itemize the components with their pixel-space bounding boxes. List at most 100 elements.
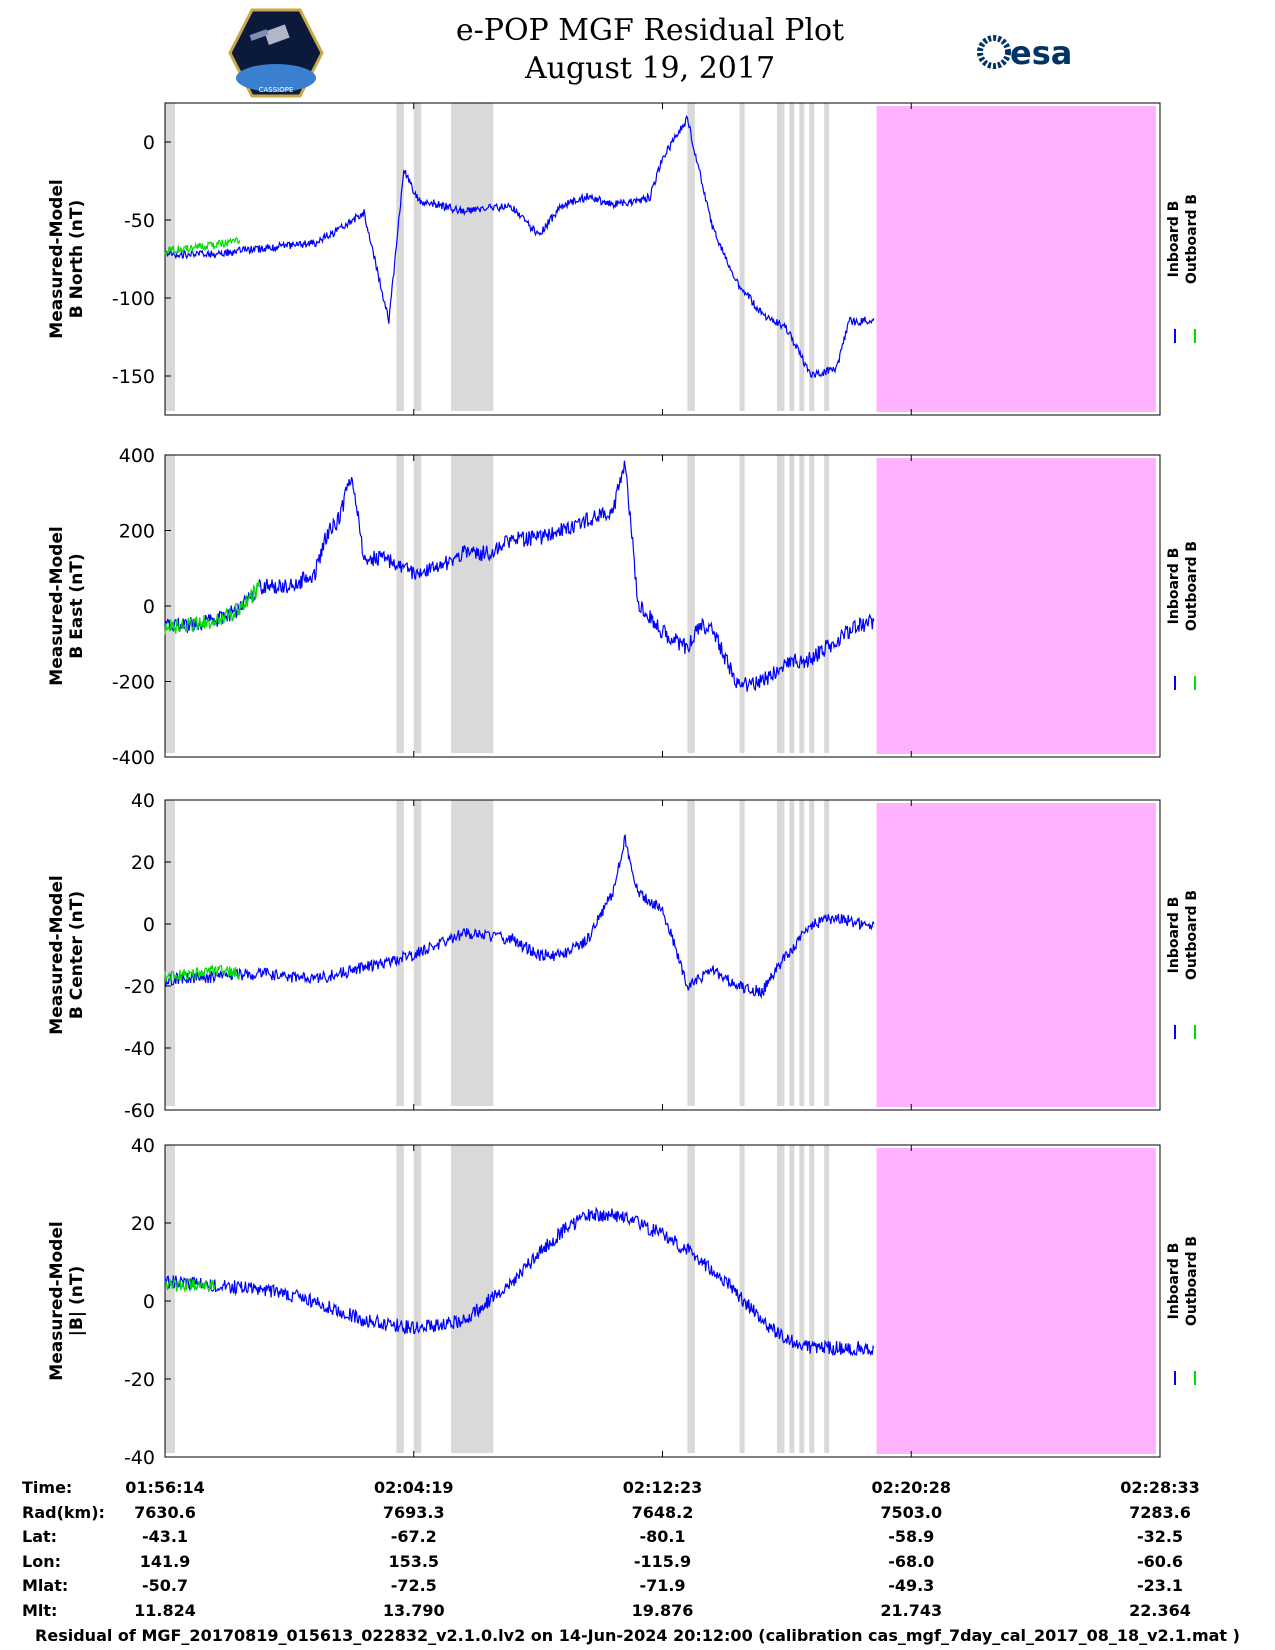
ephemeris-value: 7648.2 — [631, 1502, 694, 1522]
y-tick-label: 0 — [143, 1291, 155, 1313]
data-gap-shade — [165, 800, 175, 1106]
ephemeris-value: 7503.0 — [880, 1502, 943, 1522]
ephemeris-value: 02:04:19 — [373, 1478, 454, 1497]
data-gap-shade — [789, 103, 795, 411]
panel-2: 400 200 0 -200 -400 Measured-ModelB East (nT)… — [47, 445, 1200, 769]
y-axis-label: Measured-ModelB North (nT) — [47, 179, 87, 338]
plot-title-block: e-POP MGF Residual Plot August 19, 2017 — [400, 12, 900, 88]
legend: Inboard B Outboard B — [1166, 1236, 1200, 1326]
legend-inboard: Inboard B — [1166, 201, 1182, 278]
legend: Inboard B Outboard B — [1166, 541, 1200, 631]
data-gap-shade — [413, 1145, 422, 1453]
series-outboard-line — [164, 964, 241, 983]
data-gap-shade — [824, 1145, 830, 1453]
ephemeris-value: 7630.6 — [134, 1502, 196, 1522]
data-gap-shade — [824, 103, 830, 411]
data-gap-shade — [165, 1145, 175, 1453]
series-inboard-line — [164, 114, 875, 378]
data-gap-shade — [799, 1145, 805, 1453]
data-gap-shade — [451, 103, 494, 411]
ephemeris-value: 7283.6 — [1129, 1502, 1191, 1522]
data-gap-shade — [789, 1145, 795, 1453]
y-tick-label: -400 — [112, 747, 155, 769]
legend: Inboard B Outboard B — [1166, 890, 1200, 980]
ephemeris-value: 02:12:23 — [622, 1478, 703, 1497]
ephemeris-value: 02:28:33 — [1120, 1478, 1200, 1497]
ephemeris-value: -32.5 — [1136, 1527, 1184, 1546]
no-data-region — [876, 106, 1156, 412]
y-tick-label: 40 — [131, 790, 155, 812]
legend-outboard: Outboard B — [1184, 1236, 1200, 1326]
series-outboard-line — [164, 236, 241, 255]
data-gap-shade — [396, 103, 404, 411]
y-tick-label: -20 — [124, 1369, 155, 1391]
data-gap-shade — [789, 455, 795, 753]
ephemeris-row-label: Lon: — [22, 1551, 61, 1571]
data-gap-shade — [809, 455, 815, 753]
data-gap-shade — [396, 800, 404, 1106]
ephemeris-value: 01:56:14 — [125, 1478, 205, 1497]
series-outboard-line — [164, 1277, 216, 1294]
data-gap-shade — [687, 1145, 695, 1453]
ephemeris-value: 13.790 — [382, 1600, 445, 1620]
y-tick-label: -200 — [112, 672, 155, 694]
ephemeris-value: 19.876 — [631, 1600, 694, 1620]
ephemeris-row-label: Lat: — [22, 1527, 58, 1546]
cassiope-logo: CASSIOPE — [228, 8, 324, 98]
y-tick-label: -40 — [124, 1038, 155, 1060]
y-tick-label: -60 — [124, 1100, 155, 1122]
series-inboard-line — [164, 460, 875, 692]
data-gap-shade — [687, 455, 695, 753]
data-gap-shade — [809, 1145, 815, 1453]
y-tick-label: 20 — [131, 852, 155, 874]
series-outboard-line — [164, 581, 261, 635]
data-gap-shade — [809, 103, 815, 411]
esa-logo: esa — [977, 34, 1072, 72]
ephemeris-value: -58.9 — [888, 1527, 935, 1546]
series-inboard-line — [164, 1206, 875, 1357]
footer-caption: Residual of MGF_20170819_015613_022832_v… — [35, 1626, 1240, 1645]
data-gap-shade — [799, 455, 805, 753]
ephemeris-value: -60.6 — [1136, 1551, 1184, 1571]
data-gap-shade — [824, 455, 830, 753]
legend-outboard: Outboard B — [1184, 541, 1200, 631]
data-gap-shade — [687, 800, 695, 1106]
y-tick-label: -20 — [124, 976, 155, 998]
data-gap-shade — [776, 455, 785, 753]
plot-date: August 19, 2017 — [524, 51, 776, 86]
data-gap-shade — [165, 455, 175, 753]
ephemeris-value: 7693.3 — [382, 1502, 445, 1522]
data-gap-shade — [413, 103, 422, 411]
y-tick-label: 0 — [143, 596, 155, 618]
ephemeris-value: -72.5 — [390, 1576, 437, 1595]
ephemeris-value: -49.3 — [888, 1576, 935, 1595]
data-gap-shade — [776, 800, 785, 1106]
plot-title: e-POP MGF Residual Plot — [455, 13, 845, 48]
ephemeris-value: -43.1 — [141, 1527, 189, 1546]
cassiope-logo-caption: CASSIOPE — [259, 86, 294, 94]
data-gap-shade — [799, 800, 805, 1106]
data-gap-shade — [451, 800, 494, 1106]
data-gap-shade — [739, 103, 745, 411]
panel-4: 40 20 0 -20 -40 Measured-Model|B| (nT) Inboard… — [47, 1135, 1200, 1469]
no-data-region — [876, 803, 1156, 1107]
y-axis-label: Measured-ModelB Center (nT) — [47, 875, 87, 1034]
y-tick-label: 400 — [119, 445, 155, 467]
no-data-region — [876, 1148, 1156, 1454]
data-gap-shade — [396, 455, 404, 753]
ephemeris-value: -50.7 — [141, 1576, 189, 1595]
ephemeris-value: 22.364 — [1129, 1600, 1191, 1620]
no-data-region — [876, 458, 1156, 754]
ephemeris-value: 11.824 — [134, 1600, 196, 1620]
ephemeris-value: -23.1 — [1136, 1576, 1184, 1595]
data-gap-shade — [776, 1145, 785, 1453]
y-tick-label: 20 — [131, 1213, 155, 1235]
legend: Inboard B Outboard B — [1166, 194, 1200, 284]
ephemeris-row-label: Time: — [22, 1478, 73, 1497]
data-gap-shade — [687, 103, 695, 411]
y-tick-label: -50 — [124, 210, 155, 232]
ephemeris-value: -71.9 — [639, 1576, 686, 1595]
data-gap-shade — [165, 103, 175, 411]
data-gap-shade — [824, 800, 830, 1106]
y-axis-label: Measured-Model|B| (nT) — [47, 1221, 87, 1380]
